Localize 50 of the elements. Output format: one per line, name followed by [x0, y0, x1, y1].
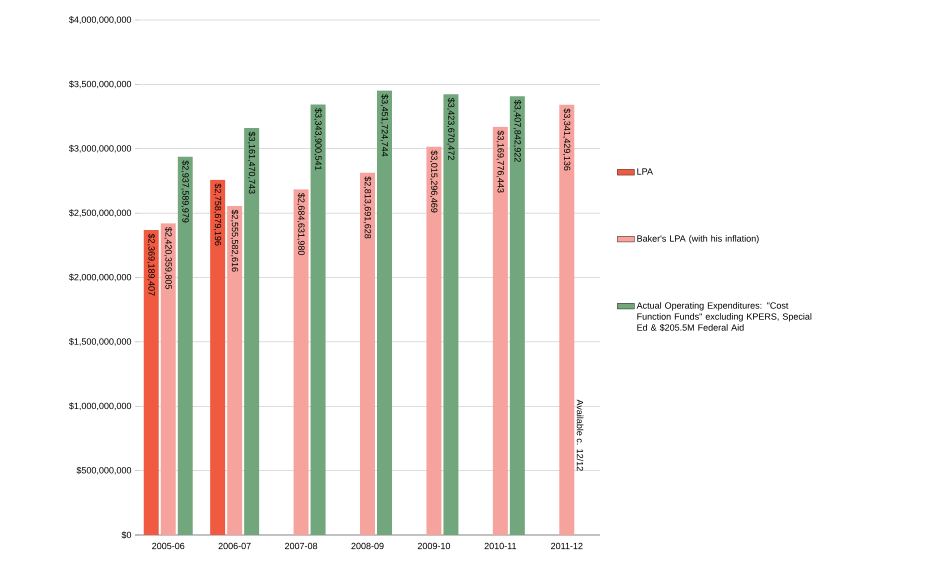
x-tick-label: 2007-08 — [285, 542, 318, 550]
data-label: $3,169,776,443 — [496, 130, 504, 193]
data-label: $3,341,429,136 — [562, 108, 571, 170]
legend-label: Baker's LPA (with his inflation) — [637, 235, 759, 244]
y-tick-label: $2,500,000,000 — [69, 209, 132, 218]
x-tick-label: 2005-06 — [152, 542, 184, 550]
data-label: $3,343,900,541 — [314, 108, 322, 170]
y-tick-label: $2,000,000,000 — [69, 274, 132, 282]
data-label: $3,451,724,744 — [380, 94, 388, 156]
data-label: $2,420,359,805 — [164, 227, 172, 290]
y-tick-label: $4,000,000,000 — [69, 16, 132, 24]
data-label: $3,161,470,743 — [248, 132, 256, 194]
y-tick-label: $500,000,000 — [76, 466, 132, 475]
bar — [492, 126, 508, 535]
data-label: $2,555,582,616 — [230, 210, 239, 272]
bar — [227, 206, 242, 535]
bar — [510, 96, 525, 535]
legend-label: Actual Operating Expenditures: "Cost Function Funds" excluding KPERS, Special Ed & $205.5M Federal Aid — [636, 302, 812, 332]
data-label: $3,407,842,922 — [513, 100, 522, 162]
y-tick-label: $1,500,000,000 — [69, 338, 132, 346]
data-label: $3,015,296,469 — [430, 150, 438, 212]
bar — [160, 223, 176, 535]
bar — [210, 180, 226, 535]
bar — [310, 104, 326, 535]
bar — [559, 104, 574, 535]
data-label: $2,937,589,979 — [181, 160, 190, 222]
x-tick-label: 2009-10 — [418, 542, 450, 550]
bar — [144, 230, 159, 535]
bar — [443, 94, 458, 535]
bar — [244, 128, 260, 535]
data-label: $2,369,189,407 — [147, 234, 156, 296]
data-label: $2,813,691,628 — [364, 176, 372, 238]
y-tick-label: $0 — [122, 531, 132, 539]
annotation: Available c. 12/12 — [576, 400, 584, 471]
x-tick-label: 2011-12 — [551, 542, 583, 550]
legend-label: LPA — [637, 168, 653, 175]
bar — [377, 90, 392, 535]
bar — [294, 189, 309, 535]
bar — [360, 172, 375, 535]
bar — [426, 146, 442, 535]
data-label: $3,423,670,472 — [447, 98, 455, 160]
x-tick-label: 2006-07 — [218, 542, 251, 550]
bar — [178, 156, 193, 535]
y-tick-label: $3,500,000,000 — [69, 80, 132, 88]
y-tick-label: $3,000,000,000 — [69, 144, 132, 153]
x-tick-label: 2008-09 — [351, 542, 384, 550]
data-label: $2,684,631,980 — [297, 192, 305, 256]
y-tick-label: $1,000,000,000 — [69, 402, 132, 410]
data-label: $2,758,679,196 — [214, 183, 222, 246]
x-tick-label: 2010-11 — [484, 542, 516, 550]
